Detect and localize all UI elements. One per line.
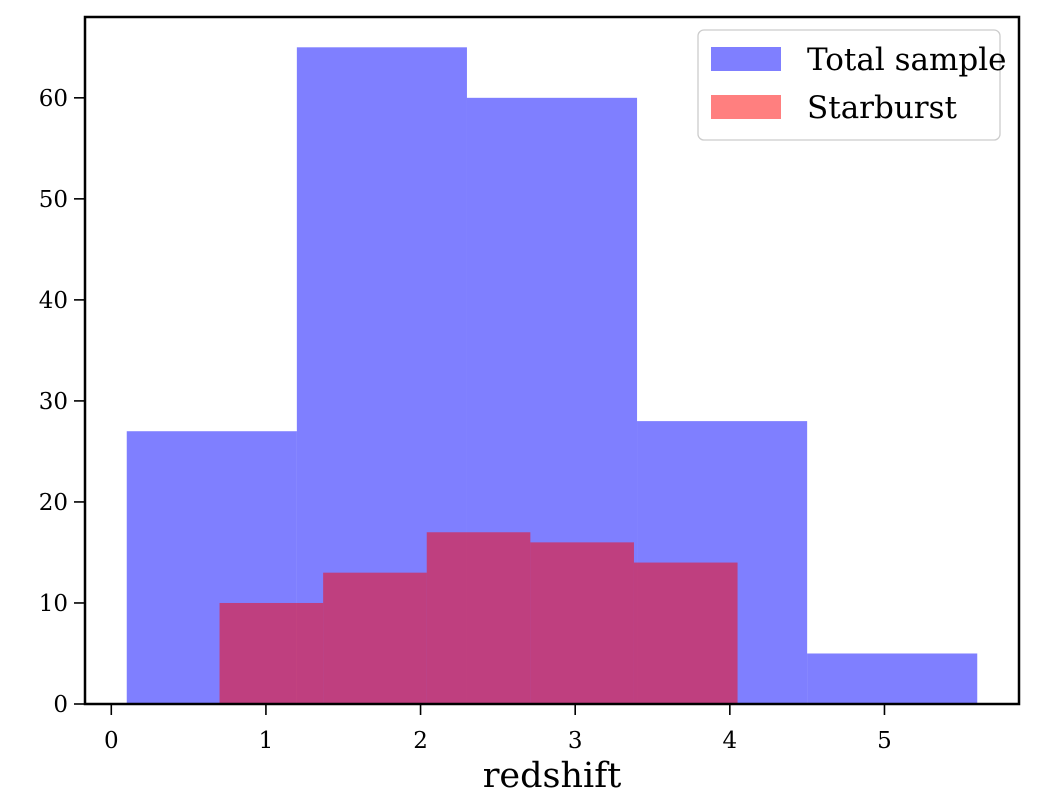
y-tick-label-2: 20 — [39, 490, 68, 516]
y-tick-label-1: 10 — [39, 591, 68, 617]
x-tick-label-2: 2 — [413, 728, 428, 754]
legend-swatch-total-sample — [711, 47, 781, 71]
bar-total-sample-4 — [807, 653, 978, 704]
y-tick-label-6: 60 — [39, 86, 68, 112]
x-tick-label-0: 0 — [104, 728, 119, 754]
y-tick-label-5: 50 — [39, 187, 68, 213]
bars-layer — [126, 47, 978, 704]
x-tick-label-3: 3 — [568, 728, 583, 754]
x-tick-label-4: 4 — [723, 728, 738, 754]
legend-label-starburst: Starburst — [807, 90, 958, 126]
bar-starburst-4 — [633, 562, 738, 704]
x-axis-title: redshift — [483, 756, 622, 796]
plot-frame — [83, 15, 1021, 706]
bar-starburst-0 — [219, 602, 324, 704]
y-tick-label-0: 0 — [53, 692, 68, 718]
bar-starburst-1 — [323, 572, 427, 704]
x-tick-label-1: 1 — [259, 728, 274, 754]
y-tick-label-4: 40 — [39, 288, 68, 314]
legend-swatch-starburst — [711, 95, 781, 119]
x-tick-label-5: 5 — [877, 728, 892, 754]
y-tick-label-3: 30 — [39, 389, 68, 415]
legend-label-total-sample: Total sample — [807, 42, 1007, 78]
bar-starburst-2 — [426, 532, 531, 704]
bar-starburst-3 — [530, 542, 634, 704]
legend: Total sample Starburst — [697, 29, 1007, 141]
